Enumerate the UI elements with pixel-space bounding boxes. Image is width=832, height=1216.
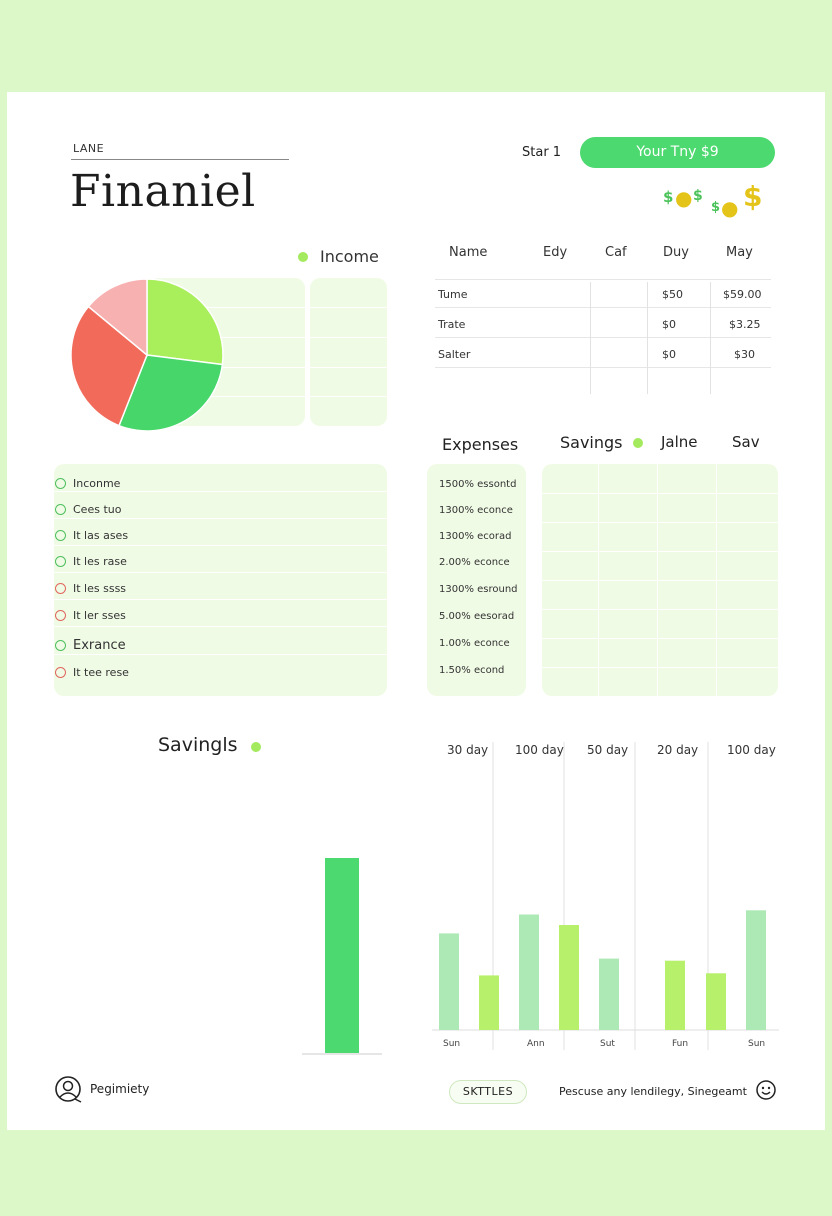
skittles-button[interactable]: SKTTLES [449, 1080, 527, 1104]
table-cell-may: $30 [734, 348, 755, 361]
jalne-heading: Jalne [661, 433, 698, 451]
expense-item: 1.00% econce [439, 638, 510, 649]
list-item[interactable]: Exrance [55, 638, 126, 653]
table-row-name: Tume [438, 288, 468, 301]
table-header-name: Name [449, 245, 488, 260]
table-header-duy: Duy [663, 245, 689, 260]
day-bar-5 [665, 960, 685, 1030]
day-bar-2 [519, 914, 539, 1030]
lane-divider [71, 159, 289, 160]
income-label: Income [320, 247, 379, 266]
star-label: Star 1 [522, 145, 562, 160]
pie-slice-1 [118, 354, 224, 432]
column-label-2: 50 day [587, 743, 628, 757]
savings-chart-title: Savingls [158, 734, 238, 756]
expense-item: 1300% ecorad [439, 531, 512, 542]
footer-left-label: Pegimiety [90, 1082, 150, 1096]
expense-item: 1500% essontd [439, 479, 517, 490]
savings-heading: Savings [560, 433, 623, 452]
column-label-1: 100 day [515, 743, 564, 757]
expense-item: 1300% econce [439, 505, 513, 516]
circle-icon [55, 478, 66, 489]
circle-icon [55, 583, 66, 594]
category-list-panel [54, 464, 387, 696]
day-bar-3 [559, 925, 579, 1030]
table-header-edy: Edy [543, 245, 568, 260]
income-panel-right [310, 278, 387, 426]
day-bar-4 [599, 958, 619, 1030]
pie-slice-0 [146, 278, 224, 366]
list-item[interactable]: It les rase [55, 555, 127, 568]
expense-item: 1.50% econd [439, 665, 505, 676]
circle-icon [55, 610, 66, 621]
column-label-0: 30 day [447, 743, 488, 757]
pie-slice-2 [70, 305, 148, 427]
circle-icon [55, 640, 66, 651]
table-row-name: Trate [438, 318, 466, 331]
expense-item: 1300% esround [439, 584, 518, 595]
savings-bar-0 [325, 858, 359, 1053]
day-bar-7 [746, 910, 766, 1030]
circle-icon [55, 504, 66, 515]
column-label-4: 100 day [727, 743, 776, 757]
table-cell-may: $59.00 [723, 288, 762, 301]
expenses-heading: Expenses [442, 435, 519, 454]
list-item[interactable]: It les ssss [55, 582, 126, 595]
expense-item: 5.00% eesorad [439, 611, 515, 622]
circle-icon [55, 667, 66, 678]
page-title: Finaniel [70, 166, 256, 217]
x-label-3: Fun [672, 1039, 688, 1049]
smiley-icon[interactable] [755, 1079, 777, 1101]
list-item[interactable]: It tee rese [55, 666, 129, 679]
savings-grid-panel [542, 464, 778, 696]
table-row-name: Salter [438, 348, 471, 361]
table-cell-duy: $0 [662, 348, 676, 361]
expense-item: 2.00% econce [439, 557, 510, 568]
your-tny-button[interactable]: Your Tny $9 [580, 137, 775, 168]
list-item[interactable]: Inconme [55, 477, 120, 490]
day-bar-chart: 30 day 100 day 50 day 20 day 100 day Sun Ann Su… [432, 742, 779, 1050]
dashboard-card: LANE Finaniel Star 1 Your Tny $9 $ ● $ $… [7, 92, 825, 1130]
x-label-2: Sut [600, 1039, 615, 1049]
x-label-1: Ann [527, 1039, 545, 1049]
user-avatar-icon[interactable] [54, 1075, 86, 1105]
savings-legend-dot [633, 438, 643, 448]
column-label-3: 20 day [657, 743, 698, 757]
pie-slice-3 [87, 278, 148, 357]
footer-right-text: Pescuse any lendilegy, Sinegeamt [559, 1085, 747, 1098]
x-label-4: Sun [748, 1039, 765, 1049]
table-cell-duy: $50 [662, 288, 683, 301]
day-bar-6 [706, 973, 726, 1030]
table-header-may: May [726, 245, 753, 260]
table-cell-duy: $0 [662, 318, 676, 331]
sav-heading: Sav [732, 433, 760, 451]
expenses-panel [427, 464, 526, 696]
table-cell-may: $3.25 [729, 318, 761, 331]
circle-icon [55, 530, 66, 541]
savings-bar-chart [302, 858, 382, 1055]
circle-icon [55, 556, 66, 567]
day-bar-1 [479, 975, 499, 1030]
list-item[interactable]: Cees tuo [55, 503, 121, 516]
day-bar-0 [439, 933, 459, 1030]
lane-label: LANE [73, 142, 105, 155]
table-header-caf: Caf [605, 245, 627, 260]
list-item[interactable]: It las ases [55, 529, 128, 542]
coins-dollar-icon: $ ● $ $ ● $ [663, 180, 763, 220]
income-legend-dot [298, 252, 308, 262]
income-pie-chart [70, 278, 224, 432]
list-item[interactable]: It ler sses [55, 609, 126, 622]
x-label-0: Sun [443, 1039, 460, 1049]
savings-chart-dot [251, 742, 261, 752]
